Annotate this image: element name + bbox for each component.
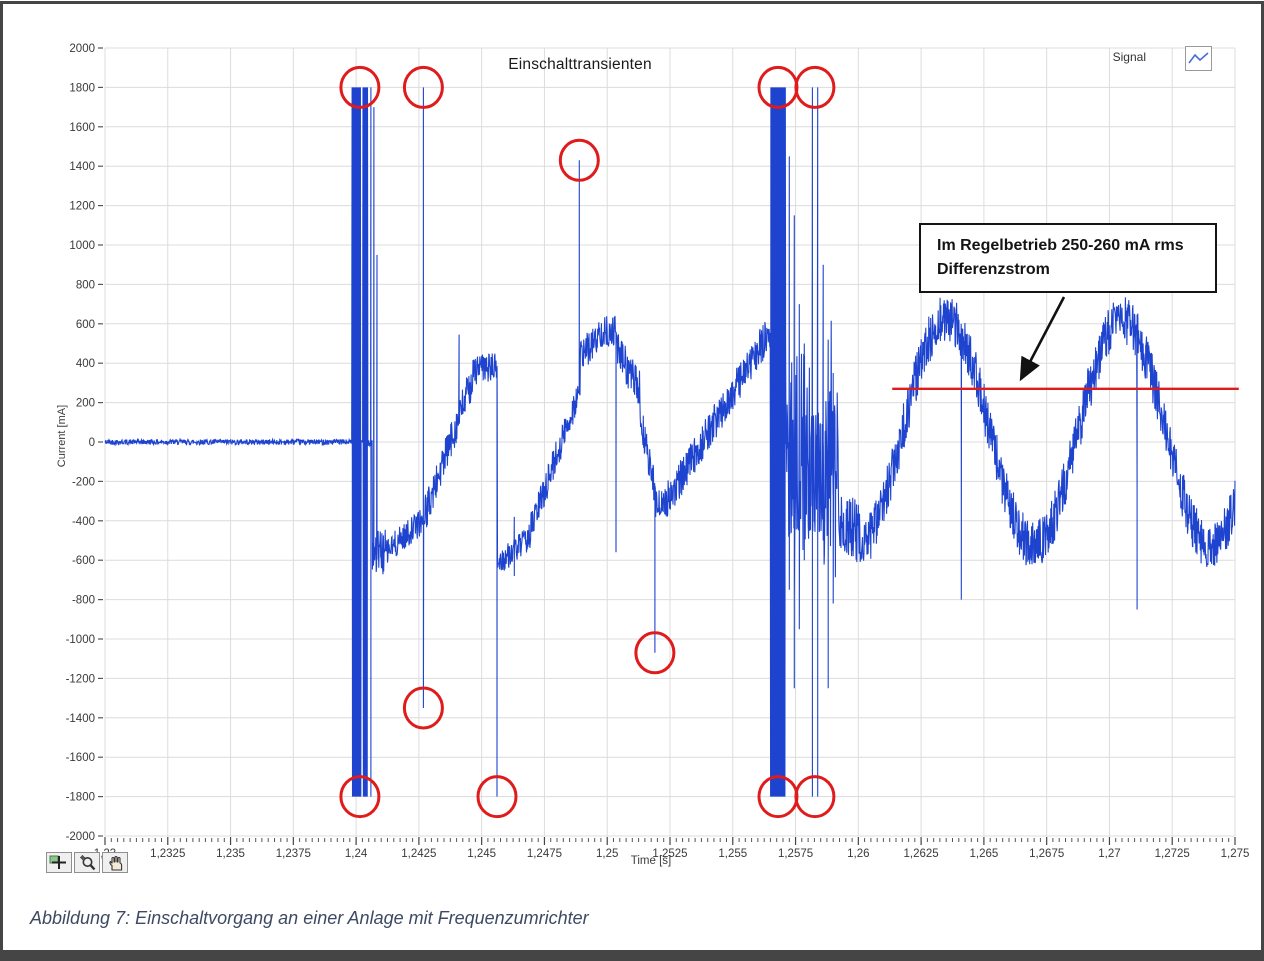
x-tick-label: 1,2375 (276, 848, 311, 860)
zoom-tool-button[interactable] (74, 852, 100, 873)
x-tick-label: 1,275 (1221, 848, 1250, 860)
y-tick-label: -800 (72, 595, 95, 607)
page-border-bottom (0, 950, 1264, 961)
x-axis-label: Time [s] (630, 855, 672, 867)
y-axis-label: Current [mA] (56, 404, 68, 468)
hand-icon (108, 855, 122, 871)
transient-highlight-circle (634, 631, 676, 675)
annotation-line1: Im Regelbetrieb 250-260 mA rms (937, 237, 1184, 254)
y-tick-label: 2000 (69, 43, 95, 55)
y-tick-label: 1000 (69, 240, 95, 252)
page-border-left (0, 1, 3, 951)
x-tick-label: 1,265 (969, 848, 998, 860)
y-tick-label: -600 (72, 555, 95, 567)
x-tick-label: 1,25 (596, 848, 618, 860)
page-border-top (0, 1, 1264, 4)
y-tick-label: 1200 (69, 201, 95, 213)
annotation-line2: Differenzstrom (937, 261, 1050, 278)
annotation-box: Im Regelbetrieb 250-260 mA rms Differenz… (919, 223, 1217, 293)
x-tick-label: 1,27 (1098, 848, 1120, 860)
x-tick-label: 1,2475 (527, 848, 562, 860)
y-tick-label: 200 (76, 398, 95, 410)
legend-swatch[interactable] (1185, 46, 1212, 71)
page-border-right (1261, 1, 1264, 951)
legend-label[interactable]: Signal (1112, 50, 1146, 64)
y-tick-label: 800 (76, 279, 95, 291)
zoom-tool-icon (80, 855, 96, 871)
y-tick-label: 600 (76, 319, 95, 331)
transient-highlight-circle (402, 65, 444, 109)
y-tick-label: -200 (72, 476, 95, 488)
x-tick-label: 1,2525 (652, 848, 687, 860)
signal-waveform (104, 87, 1236, 797)
y-tick-label: -1200 (66, 673, 95, 685)
y-tick-label: -1600 (66, 752, 95, 764)
y-tick-label: -1000 (66, 634, 95, 646)
annotation-arrow (1019, 296, 1066, 382)
waveform-zigzag-icon (1188, 52, 1209, 64)
y-tick-label: 0 (89, 437, 95, 449)
x-tick-label: 1,2325 (150, 848, 185, 860)
transient-highlight-circle (476, 775, 518, 819)
x-tick-label: 1,245 (467, 848, 496, 860)
transient-highlight-circle (339, 65, 381, 109)
transient-highlight-circle (339, 775, 381, 819)
y-tick-label: -1400 (66, 713, 95, 725)
crosshair-tool-icon (49, 855, 66, 869)
x-tick-label: 1,2725 (1155, 848, 1190, 860)
x-minor-ticks (110, 838, 1230, 842)
y-tick-label: 400 (76, 358, 95, 370)
x-tick-label: 1,2625 (904, 848, 939, 860)
pan-tool-button[interactable] (102, 852, 128, 873)
y-tick-label: 1400 (69, 161, 95, 173)
y-tick-label: 1800 (69, 82, 95, 94)
graph-tools-palette (46, 852, 128, 873)
figure-caption: Abbildung 7: Einschaltvorgang an einer A… (30, 908, 589, 928)
transient-highlight-circle (794, 65, 836, 109)
transient-highlight-circle (794, 775, 836, 819)
x-tick-label: 1,2425 (401, 848, 436, 860)
x-tick-label: 1,2675 (1029, 848, 1064, 860)
cursor-tool-button[interactable] (46, 852, 72, 873)
x-tick-label: 1,235 (216, 848, 245, 860)
y-tick-label: 1600 (69, 122, 95, 134)
chart-title: Einschalttransienten (508, 56, 652, 73)
y-tick-label: -2000 (66, 831, 95, 843)
transient-highlight-circle (402, 686, 444, 730)
y-tick-label: -400 (72, 516, 95, 528)
y-tick-label: -1800 (66, 792, 95, 804)
x-tick-label: 1,2575 (778, 848, 813, 860)
x-tick-label: 1,26 (847, 848, 869, 860)
transient-highlight-circle (558, 138, 600, 182)
x-tick-label: 1,24 (345, 848, 368, 860)
x-tick-label: 1,255 (718, 848, 747, 860)
